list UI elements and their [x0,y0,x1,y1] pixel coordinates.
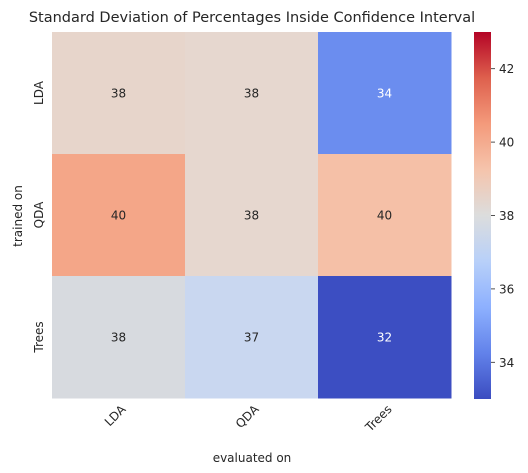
cell-annotation: 38 [244,87,259,101]
y-axis-label: trained on [11,185,25,247]
heatmap-cell [52,32,186,155]
x-axis-label: evaluated on [213,451,292,465]
y-tick-labels: LDA QDA Trees [32,80,46,353]
colorbar-tick-label: 36 [499,282,514,296]
heatmap-cells: 38 38 34 40 38 40 38 37 32 [52,32,452,399]
colorbar-tick-label: 38 [499,209,514,223]
heatmap-cell [185,276,319,399]
x-tick-label: Trees [362,402,395,435]
y-tick-label: LDA [32,80,46,105]
colorbar-tick-label: 42 [499,62,514,76]
x-tick-label: QDA [233,402,262,431]
cell-annotation: 40 [377,209,392,223]
heatmap-cell [318,276,452,399]
colorbar-tick-label: 40 [499,136,514,150]
colorbar-ticks: 34 36 38 40 42 [491,62,514,370]
heatmap-cell [318,32,452,155]
x-tick-labels: LDA QDA Trees [102,402,395,435]
cell-annotation: 34 [377,87,392,101]
y-tick-label: QDA [32,201,46,228]
y-tick-label: Trees [32,321,46,353]
cell-annotation: 40 [111,209,126,223]
chart-title: Standard Deviation of Percentages Inside… [29,10,475,26]
cell-annotation: 32 [377,331,392,345]
x-tick-label: LDA [102,402,129,429]
heatmap-cell [185,32,319,155]
heatmap-cell [52,276,186,399]
cell-annotation: 38 [244,209,259,223]
colorbar [474,32,491,399]
heatmap-cell [185,154,319,277]
colorbar-tick-label: 34 [499,356,514,370]
cell-annotation: 38 [111,87,126,101]
heatmap-cell [318,154,452,277]
cell-annotation: 38 [111,331,126,345]
cell-annotation: 37 [244,331,259,345]
heatmap-cell [52,154,186,277]
